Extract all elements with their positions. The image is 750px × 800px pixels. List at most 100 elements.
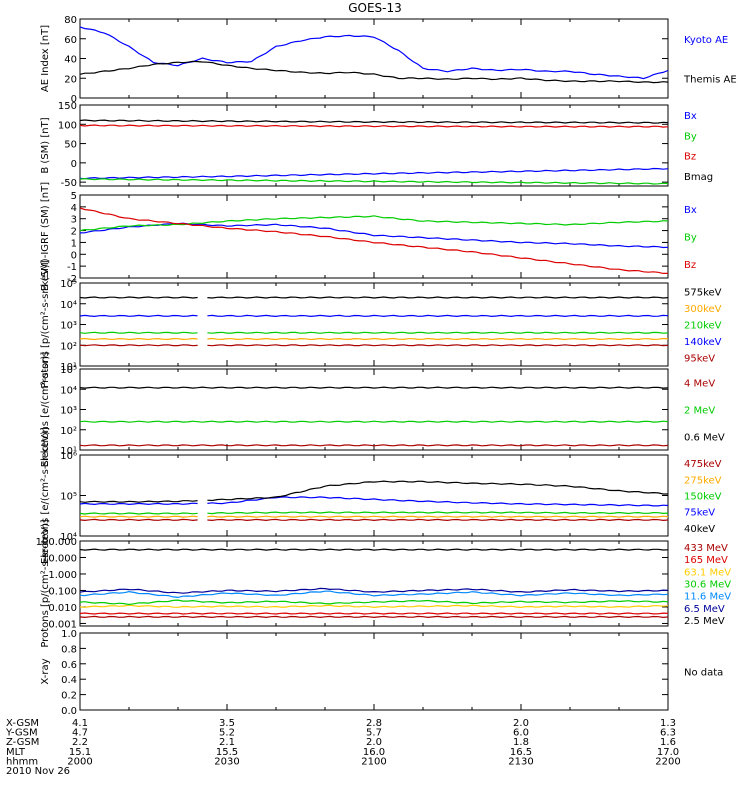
legend-entry: By: [684, 131, 697, 142]
legend-entry: 75keV: [684, 508, 715, 519]
y-axis-label: Electrons [e/(cm²-s-sr)]: [40, 352, 51, 468]
series-line-575kev: [207, 296, 669, 299]
footer-value: 6.0: [513, 728, 529, 739]
series-line-40kev: [207, 480, 668, 502]
footer-row-label: Y-GSM: [5, 728, 38, 739]
legend-entry: 2.5 MeV: [684, 616, 725, 627]
no-data-label: No data: [684, 668, 723, 679]
y-tick-label: 10⁵: [60, 365, 77, 376]
panel-frame: [79, 368, 669, 451]
footer-value: 2.2: [72, 737, 88, 748]
y-tick-label: 60: [64, 35, 77, 46]
legend-entry: 275keV: [684, 475, 722, 486]
footer-value: 2000: [67, 756, 92, 767]
series-line-bz: [79, 124, 669, 128]
y-tick-label: -2: [67, 274, 77, 285]
y-axis-label: AE Index [nT]: [40, 25, 51, 92]
panel-3: 10¹ 10² 10³ 10⁴ 10⁵ Protons [p/(cm²-s-sr-keV)…: [40, 260, 722, 388]
footer-value: 16.0: [363, 747, 385, 758]
legend-entry: Bmag: [684, 172, 713, 183]
panel-0: 0 20 40 60 80 AE Index [nT] Kyoto AE Themis AE: [40, 15, 737, 105]
series-line-2-mev: [79, 420, 669, 423]
y-tick-label: 10¹: [60, 446, 77, 457]
legend-entry: 30.6 MeV: [684, 580, 731, 591]
panel-frame: [79, 18, 669, 99]
footer-value: 1.6: [660, 737, 676, 748]
series-line-300kev: [207, 337, 669, 341]
footer-row-label: MLT: [6, 747, 26, 758]
y-tick-label: 0.4: [61, 675, 77, 686]
series-line-475kev: [207, 518, 669, 522]
footer-value: 15.1: [69, 747, 91, 758]
footer-value: 4.7: [72, 728, 88, 739]
footer-value: 3.5: [219, 718, 235, 729]
y-axis-label: X-ray: [40, 658, 51, 684]
y-tick-label: 2: [71, 227, 77, 238]
panel-6: 0.001 0.010 0.100 1.000 10.000 100.000Protons…: [36, 519, 732, 647]
footer-value: 2130: [508, 756, 533, 767]
legend-entry: 165 MeV: [684, 555, 728, 566]
legend-entry: 475keV: [684, 459, 722, 470]
panel-5: 10⁴ 10⁵ 10⁶ Electrons [e/(cm²-s-sr-keV)] 475…: [40, 427, 722, 564]
footer-value: 15.5: [216, 747, 238, 758]
legend-entry: Bx: [684, 111, 697, 122]
series-line-40kev: [79, 500, 198, 503]
series-line-themis-ae: [79, 60, 669, 84]
y-tick-label: 10⁶: [60, 451, 77, 462]
y-tick-label: 20: [64, 74, 77, 85]
y-tick-label: 0.001: [48, 619, 77, 630]
panel-1: -50 0 50 100 150 B (SM) [nT] Bx By Bz Bmag: [40, 101, 713, 189]
footer-value: 17.0: [657, 747, 679, 758]
footer-row-label: hhmm: [6, 756, 38, 767]
footer-value: 5.2: [219, 728, 235, 739]
footer-value: 2.8: [366, 718, 382, 729]
panel-7: 0.0 0.2 0.4 0.6 0.8 1.0 X-ray No data: [40, 629, 723, 717]
y-tick-label: 10⁴: [60, 385, 77, 396]
y-axis-label: Protons [p/(cm²-s-sr-keV)]: [40, 519, 51, 647]
legend-entry: By: [684, 233, 697, 244]
panel-frame: [79, 632, 669, 711]
legend-entry: 150keV: [684, 492, 722, 503]
series-line-150kev: [207, 511, 669, 515]
legend-entry: 575keV: [684, 287, 722, 298]
legend-entry: 63.1 MeV: [684, 567, 731, 578]
y-tick-label: 80: [64, 15, 77, 26]
footer-value: 2030: [214, 756, 239, 767]
series-line-275kev: [207, 515, 669, 518]
legend-entry: 2 MeV: [684, 406, 715, 417]
series-line-210kev: [79, 331, 198, 334]
panel-4: 10¹ 10² 10³ 10⁴ 10⁵ Electrons [e/(cm²-s-sr)] 4…: [40, 352, 725, 468]
y-axis-label: Electrons [e/(cm²-s-sr-keV)]: [40, 427, 51, 564]
y-tick-label: 100.000: [36, 537, 77, 548]
y-tick-label: 10³: [60, 406, 77, 417]
legend-entry: 0.6 MeV: [684, 433, 725, 444]
series-line-kyoto-ae: [79, 26, 669, 80]
series-line-575kev: [79, 296, 198, 299]
footer-row-label: X-GSM: [6, 718, 39, 729]
y-tick-label: 50: [64, 140, 77, 151]
series-line-165-mev: [79, 612, 669, 615]
footer-value: 6.3: [660, 728, 676, 739]
legend-entry: Themis AE: [683, 74, 737, 85]
ephemeris-footer: X-GSM 4.1 3.5 2.8 2.0 1.3 Y-GSM 4.7 5.2 5.7 6.0 6.3…: [5, 718, 681, 777]
series-line-bz: [79, 207, 668, 274]
y-tick-label: 0.8: [61, 644, 77, 655]
y-tick-label: 4: [71, 203, 77, 214]
y-tick-label: 3: [71, 215, 77, 226]
footer-value: 5.7: [366, 728, 382, 739]
y-axis-label: Protons [p/(cm²-s-sr-keV)]: [40, 260, 51, 388]
panel-frame: [79, 194, 669, 279]
y-tick-label: 10⁴: [60, 300, 77, 311]
y-tick-label: 40: [64, 55, 77, 66]
y-tick-label: 10¹: [60, 362, 77, 373]
series-line-by: [79, 177, 669, 185]
legend-entry: 140keV: [684, 337, 722, 348]
series-line-210kev: [207, 331, 669, 334]
footer-date: 2010 Nov 26: [6, 766, 70, 777]
y-axis-label: B (SM) [nT]: [40, 117, 51, 173]
legend-entry: 4 MeV: [684, 379, 715, 390]
series-line-bmag: [79, 119, 669, 124]
footer-row-label: Z-GSM: [6, 737, 39, 748]
